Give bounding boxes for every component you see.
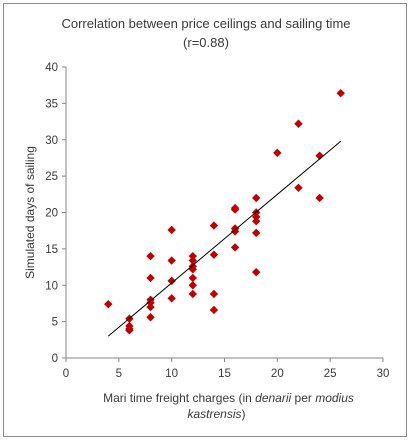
y-tick-label: 40: [45, 62, 58, 74]
data-point: [209, 305, 219, 315]
x-axis-ticks: 0 5 10 15 20 25 30: [63, 358, 390, 380]
data-point: [294, 119, 303, 128]
data-point: [167, 276, 176, 286]
data-point: [294, 183, 303, 192]
data-point: [252, 217, 261, 226]
y-tick-label: 30: [45, 135, 58, 147]
chart-title-line1: Correlation between price ceilings and s…: [61, 16, 350, 31]
data-point: [230, 205, 240, 214]
data-point: [167, 294, 176, 303]
data-point: [188, 281, 197, 290]
x-axis-label-line1: Mari time freight charges (in denarii pe…: [103, 391, 354, 405]
data-point: [252, 228, 261, 238]
data-point: [146, 302, 155, 312]
data-point: [209, 221, 219, 230]
data-point: [146, 313, 155, 322]
x-tick-label: 25: [324, 368, 337, 380]
x-axis-label-close: ): [242, 407, 246, 421]
y-tick-label: 0: [52, 353, 58, 365]
data-point: [167, 225, 176, 235]
x-axis-label-part: per: [291, 391, 315, 405]
y-tick-label: 15: [45, 244, 58, 256]
x-axis-label-unit: kastrensis: [187, 407, 241, 421]
data-points: [104, 88, 345, 335]
y-tick-label: 10: [45, 280, 58, 292]
x-tick-label: 15: [218, 368, 231, 380]
data-point: [315, 193, 324, 203]
data-point: [252, 212, 261, 222]
y-axis-ticks: 0 5 10 15 20 25 30 35 40: [45, 62, 66, 365]
data-point: [230, 227, 240, 236]
x-tick-label: 0: [63, 368, 69, 380]
chart-frame: Correlation between price ceilings and s…: [3, 3, 407, 437]
x-tick-label: 20: [271, 368, 284, 380]
data-point: [273, 148, 282, 158]
data-point: [209, 250, 219, 259]
trendline: [107, 140, 342, 337]
x-tick-label: 10: [165, 368, 178, 380]
data-point: [336, 88, 345, 98]
data-point: [188, 289, 197, 299]
x-axis-label-part: Mari time freight charges (in: [103, 391, 255, 405]
data-point: [167, 256, 176, 265]
y-tick-label: 20: [45, 208, 58, 220]
x-tick-label: 30: [377, 368, 390, 380]
data-point: [146, 298, 155, 307]
data-point: [146, 273, 155, 283]
data-point: [146, 251, 155, 261]
x-tick-label: 5: [116, 368, 122, 380]
data-point: [252, 193, 261, 203]
y-tick-label: 5: [52, 317, 58, 329]
data-point: [188, 251, 197, 261]
y-tick-label: 25: [45, 171, 58, 183]
y-axis-label: Simulated days of sailing: [23, 146, 37, 279]
x-axis-label-part: denarii: [255, 391, 291, 405]
x-axis-label-line2: kastrensis): [187, 407, 245, 421]
data-point: [125, 326, 134, 335]
data-point: [104, 299, 113, 309]
scatter-chart: Correlation between price ceilings and s…: [23, 16, 390, 421]
data-point: [315, 151, 324, 160]
chart-title-line2: (r=0.88): [183, 35, 229, 50]
data-point: [209, 289, 219, 299]
y-tick-label: 35: [45, 98, 58, 110]
data-point: [230, 243, 240, 252]
data-point: [252, 267, 261, 277]
data-point: [188, 256, 197, 265]
x-axis-label-part: modius: [315, 391, 354, 405]
data-point: [188, 273, 197, 283]
